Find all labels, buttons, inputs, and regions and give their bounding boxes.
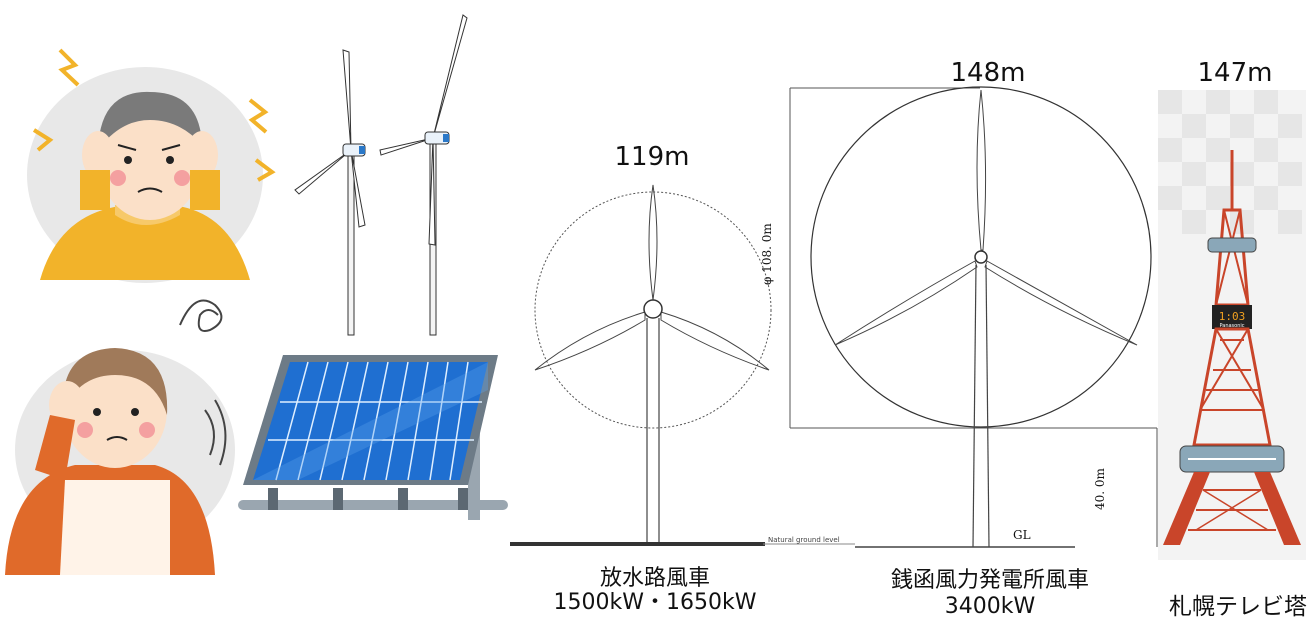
turbine-b-height-label: 148m (950, 58, 1026, 88)
turbine-a-height-label: 119m (614, 142, 690, 172)
turbine-b-rotor-dimension: φ 108. 0m (760, 223, 774, 285)
turbine-a-name-label: 放水路風車 (599, 566, 710, 591)
turbine-b-drawing (789, 86, 1158, 548)
dizzy-swirl-icon (179, 299, 223, 332)
turbine-b-rating-label: 3400kW (944, 594, 1036, 619)
turbine-b-hub-dimension: 40. 0m (1093, 468, 1107, 510)
tower-brand-logo: Panasonic (1219, 323, 1244, 329)
turbine-b-ground-note: GL (1013, 528, 1031, 542)
tower-height-label: 147m (1197, 58, 1273, 88)
tower-clock-display: 1:03 (1219, 310, 1246, 323)
turbine-a-ground-note: Natural ground level (768, 536, 840, 544)
turbine-b-name-label: 銭函風力発電所風車 (890, 568, 1089, 593)
tower-name-label: 札幌テレビ塔 (1169, 594, 1307, 620)
troubled-man-illustration (27, 48, 276, 283)
solar-panel-illustration (238, 355, 508, 520)
troubled-woman-illustration (5, 348, 235, 575)
turbine-a-drawing (510, 184, 855, 546)
wind-turbines-illustration (294, 14, 468, 336)
tv-tower-illustration: 1:03 Panasonic (1158, 90, 1306, 560)
turbine-a-rating-label: 1500kW・1650kW (553, 590, 757, 615)
